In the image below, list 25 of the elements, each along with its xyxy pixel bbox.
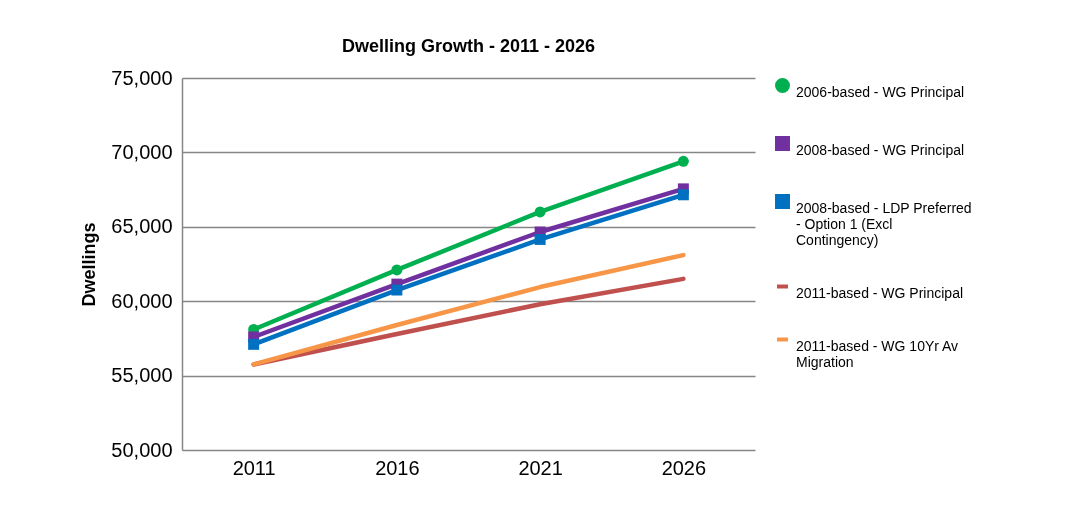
x-tick-label: 2016: [375, 456, 420, 479]
y-tick-label: 70,000: [111, 140, 173, 163]
y-tick-label: 60,000: [111, 289, 173, 312]
legend-label: 2011-based - WG Principal: [796, 284, 964, 301]
y-tick-label: 50,000: [111, 438, 173, 461]
point: [248, 338, 260, 350]
legend-label: 2008-based - WG Principal: [796, 141, 965, 158]
x-tick-label: 2021: [518, 456, 563, 479]
point: [677, 155, 689, 167]
legend-label: 2011-based - WG 10Yr Av Migration: [796, 337, 959, 370]
y-axis-title: Dwellings: [79, 222, 100, 307]
x-tick-label: 2011: [232, 456, 276, 479]
y-tick-label: 75,000: [111, 66, 173, 89]
legend-label: 2008-based - LDP Preferred - Option 1 (Excl Contingency): [796, 199, 972, 248]
legend-label: 2006-based - WG Principal: [796, 83, 965, 100]
y-tick-label: 55,000: [111, 364, 173, 387]
x-tick-label: 2026: [661, 456, 707, 479]
point: [534, 233, 546, 245]
y-tick-label: 65,000: [111, 215, 173, 238]
point: [391, 284, 403, 296]
chart-title: Dwelling Growth - 2011 - 2026: [341, 36, 596, 56]
line-series: [251, 252, 686, 367]
point: [677, 189, 689, 201]
point: [391, 264, 403, 276]
point: [534, 206, 546, 218]
